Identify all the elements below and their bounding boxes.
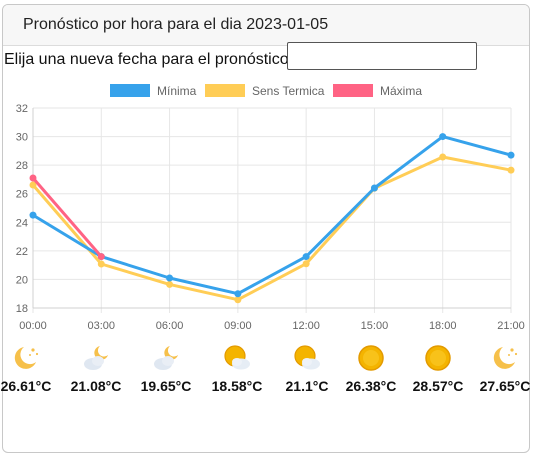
hourly-temperature: 27.65°C (479, 378, 531, 394)
legend-label: Sens Termica (252, 84, 325, 98)
page-title: Pronóstico por hora para el dia 2023-01-… (23, 16, 329, 33)
x-tick-label: 15:00 (361, 320, 389, 332)
x-tick-label: 09:00 (224, 320, 252, 332)
data-point (507, 151, 515, 159)
data-point (29, 174, 37, 182)
hourly-forecast-item: 28.57°C (403, 343, 473, 394)
data-point (302, 253, 310, 261)
moon-stars-icon (470, 343, 536, 373)
legend-label: Mínima (157, 84, 197, 98)
x-tick-label: 06:00 (156, 320, 184, 332)
sun-icon (336, 343, 406, 373)
hourly-temperature: 28.57°C (412, 378, 464, 394)
data-point (97, 253, 105, 261)
hourly-forecast-item: 27.65°C (470, 343, 536, 394)
hourly-temperature: 26.61°C (0, 378, 52, 394)
x-tick-label: 12:00 (292, 320, 320, 332)
data-point (166, 280, 174, 288)
legend-swatch (205, 84, 245, 97)
legend-swatch (333, 84, 373, 97)
data-point (370, 184, 378, 192)
series-line (31, 155, 512, 302)
hourly-forecast-item: 19.65°C (131, 343, 201, 394)
data-point (302, 260, 310, 268)
data-point (29, 181, 37, 189)
forecast-card: Pronóstico por hora para el dia 2023-01-… (2, 4, 530, 453)
hourly-forecast-item: 26.38°C (336, 343, 406, 394)
x-tick-label: 18:00 (429, 320, 457, 332)
data-point (29, 211, 37, 219)
date-picker-label: Elija una nueva fecha para el pronóstico (4, 51, 289, 68)
data-point (507, 166, 515, 174)
y-tick-label: 18 (16, 303, 28, 315)
y-tick-label: 28 (16, 160, 28, 172)
hourly-forecast-item: 21.1°C (272, 343, 342, 394)
x-tick-label: 21:00 (497, 320, 525, 332)
card-header: Pronóstico por hora para el dia 2023-01-… (3, 5, 529, 46)
x-tick-label: 00:00 (19, 320, 47, 332)
data-point (97, 260, 105, 268)
y-tick-label: 32 (16, 103, 28, 115)
hourly-forecast-row: 26.61°C 21.08°C 19.65°C 18.58°C 21.1°C 26.38°… (0, 343, 536, 403)
sun-cloud-icon (202, 343, 272, 373)
y-tick-label: 20 (16, 274, 28, 286)
hourly-forecast-item: 18.58°C (202, 343, 272, 394)
date-input[interactable] (287, 42, 477, 70)
legend-label: Máxima (380, 84, 422, 98)
series-line (31, 177, 103, 258)
sun-icon (403, 343, 473, 373)
hourly-temperature: 21.1°C (285, 378, 329, 394)
hourly-temperature: 19.65°C (140, 378, 192, 394)
hourly-temperature: 26.38°C (345, 378, 397, 394)
data-point (166, 274, 174, 282)
y-tick-label: 26 (16, 189, 28, 201)
hourly-forecast-item: 26.61°C (0, 343, 61, 394)
data-point (439, 133, 447, 141)
hourly-forecast-item: 21.08°C (61, 343, 131, 394)
sun-cloud-icon (272, 343, 342, 373)
legend-swatch (110, 84, 150, 97)
x-tick-label: 03:00 (88, 320, 116, 332)
y-tick-label: 30 (16, 132, 28, 144)
moon-stars-icon (0, 343, 61, 373)
cloud-moon-icon (61, 343, 131, 373)
cloud-moon-icon (131, 343, 201, 373)
data-point (234, 296, 242, 304)
data-point (439, 153, 447, 161)
forecast-chart: 18 20 22 24 26 28 30 32 00:00 03:00 06:00 09:00 12:0… (16, 84, 525, 332)
y-tick-label: 22 (16, 246, 28, 258)
series-line (32, 135, 512, 296)
data-point (234, 290, 242, 298)
y-tick-label: 24 (16, 217, 28, 229)
hourly-temperature: 21.08°C (70, 378, 122, 394)
hourly-temperature: 18.58°C (211, 378, 263, 394)
